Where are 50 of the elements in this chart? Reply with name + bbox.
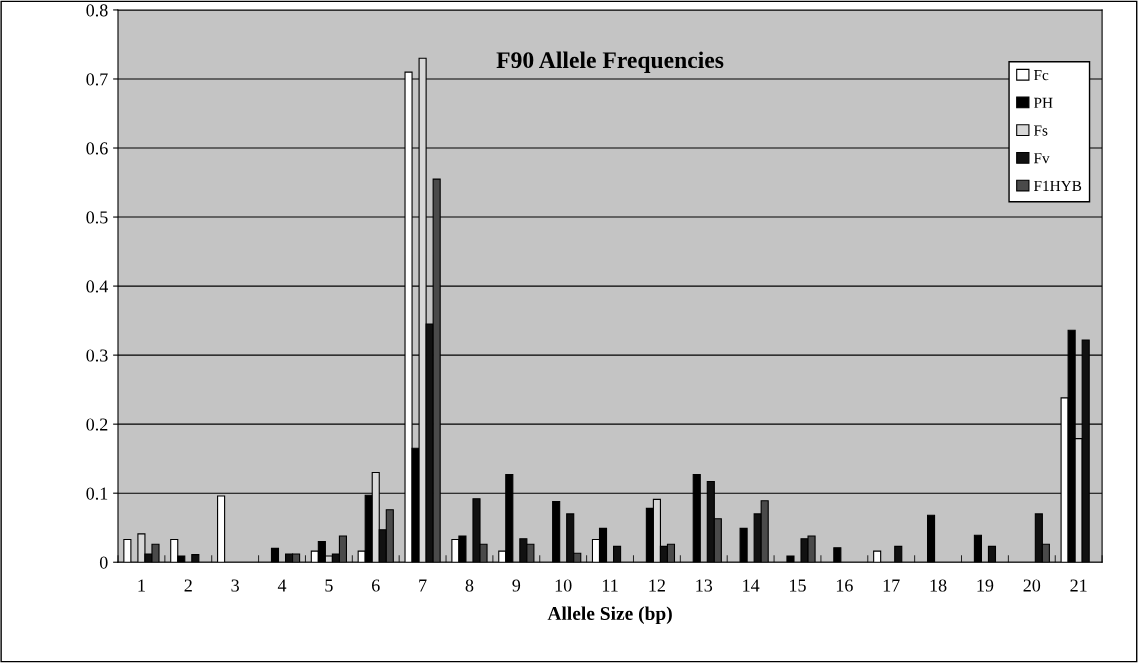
bar bbox=[552, 500, 561, 563]
x-tick-label: 1 bbox=[138, 579, 145, 592]
y-tick-label: 0.1 bbox=[86, 487, 108, 500]
text: F90 Allele Frequencies bbox=[496, 51, 724, 73]
legend-label: Fc bbox=[1033, 70, 1049, 81]
bar bbox=[894, 545, 903, 563]
bar bbox=[786, 555, 795, 563]
bar bbox=[123, 538, 132, 563]
bar bbox=[973, 534, 982, 563]
x-tick-label: 7 bbox=[419, 579, 427, 592]
x-axis-title: Allele Size (bp) bbox=[547, 606, 672, 625]
y-tick-label: 0.7 bbox=[86, 73, 108, 86]
y-tick-label: 0.8 bbox=[86, 4, 108, 17]
bar bbox=[270, 547, 280, 563]
legend-label: Fv bbox=[1033, 153, 1050, 164]
y-tick-label: 0 bbox=[99, 556, 108, 569]
x-tick-label: 18 bbox=[930, 579, 947, 592]
x-tick-label: 3 bbox=[231, 579, 239, 592]
x-tick-label: 6 bbox=[372, 579, 380, 592]
bar bbox=[833, 547, 842, 563]
y-tick-label: 0.6 bbox=[86, 142, 108, 155]
x-tick-label: 10 bbox=[555, 579, 572, 592]
legend-label: PH bbox=[1033, 97, 1053, 108]
x-tick-label: 17 bbox=[883, 579, 900, 592]
x-tick-label: 2 bbox=[184, 579, 192, 592]
y-tick-label: 0.5 bbox=[86, 211, 108, 224]
bar bbox=[191, 554, 200, 563]
y-tick-label: 0.2 bbox=[86, 418, 108, 431]
x-tick-label: 21 bbox=[1070, 579, 1087, 592]
x-tick-label: 12 bbox=[649, 579, 665, 592]
y-tick-label: 0.3 bbox=[86, 349, 108, 362]
x-tick-label: 9 bbox=[512, 579, 521, 592]
bar bbox=[987, 545, 997, 563]
x-tick-label: 19 bbox=[977, 579, 994, 592]
bar bbox=[613, 545, 622, 563]
x-tick-label: 15 bbox=[790, 579, 806, 592]
x-tick-label: 14 bbox=[743, 579, 760, 592]
x-tick-label: 4 bbox=[277, 579, 287, 592]
x-tick-label: 16 bbox=[836, 579, 853, 592]
x-tick-label: 11 bbox=[602, 579, 618, 592]
bar bbox=[873, 550, 882, 563]
x-tick-label: 5 bbox=[325, 579, 333, 592]
x-tick-label: 13 bbox=[696, 579, 713, 592]
bar bbox=[926, 514, 936, 563]
legend-label: Fs bbox=[1033, 125, 1048, 136]
x-tick-label: 8 bbox=[465, 579, 474, 592]
x-tick-label: 20 bbox=[1023, 579, 1041, 592]
legend-label: F1HYB bbox=[1033, 180, 1082, 191]
y-tick-label: 0.4 bbox=[86, 280, 108, 293]
bar bbox=[739, 527, 748, 563]
